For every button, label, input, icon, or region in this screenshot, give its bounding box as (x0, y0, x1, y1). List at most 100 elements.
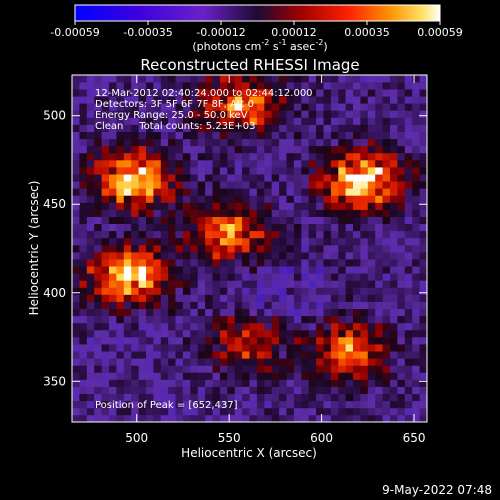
heatmap-cell (286, 103, 295, 111)
heatmap-cell (360, 145, 369, 154)
heatmap-cell (94, 259, 102, 267)
heatmap-cell (212, 103, 221, 111)
heatmap-cell (279, 160, 287, 168)
heatmap-cell (367, 337, 376, 345)
heatmap-cell (249, 393, 258, 402)
heatmap-cell (131, 393, 139, 402)
heatmap-cell (175, 188, 184, 196)
heatmap-cell (205, 110, 213, 118)
heatmap-cell (323, 138, 332, 147)
heatmap-cell (182, 329, 191, 338)
heatmap-cell (249, 82, 258, 90)
heatmap-cell (205, 337, 213, 345)
heatmap-cell (116, 379, 125, 387)
heatmap-cell (219, 365, 228, 373)
heatmap-cell (212, 280, 221, 288)
heatmap-cell (286, 145, 295, 154)
heatmap-cell (345, 351, 354, 359)
heatmap-cell (316, 407, 324, 416)
heatmap-cell (323, 110, 332, 118)
heatmap-cell (330, 280, 339, 288)
heatmap-cell (190, 117, 198, 125)
heatmap-cell (168, 351, 176, 359)
heatmap-cell (190, 308, 198, 317)
heatmap-cell (109, 294, 117, 302)
heatmap-cell (293, 322, 302, 331)
heatmap-cell (72, 145, 80, 154)
heatmap-cell (404, 195, 413, 203)
heatmap-cell (168, 96, 176, 104)
heatmap-cell (116, 131, 125, 140)
heatmap-cell (345, 393, 354, 402)
heatmap-cell (419, 308, 427, 317)
heatmap-cell (360, 160, 369, 168)
heatmap-cell (168, 315, 176, 324)
heatmap-cell (190, 287, 198, 295)
heatmap-cell (256, 245, 265, 253)
heatmap-cell (367, 124, 376, 132)
heatmap-cell (249, 195, 258, 203)
heatmap-cell (353, 414, 361, 422)
heatmap-cell (227, 245, 235, 253)
heatmap-cell (345, 124, 354, 132)
heatmap-cell (146, 145, 154, 154)
heatmap-cell (219, 358, 228, 366)
heatmap-cell (316, 181, 324, 189)
heatmap-cell (79, 138, 88, 147)
heatmap-cell (242, 280, 250, 288)
heatmap-cell (219, 209, 228, 217)
heatmap-cell (412, 273, 420, 281)
heatmap-cell (101, 393, 110, 402)
heatmap-cell (279, 245, 287, 253)
heatmap-cell (72, 152, 80, 161)
heatmap-cell (330, 96, 339, 104)
heatmap-cell (367, 400, 376, 409)
heatmap-cell (301, 322, 309, 331)
heatmap-cell (419, 181, 427, 189)
heatmap-cell (242, 266, 250, 274)
heatmap-cell (146, 259, 154, 267)
heatmap-cell (131, 202, 139, 210)
heatmap-cell (168, 131, 176, 140)
heatmap-cell (286, 252, 295, 260)
heatmap-cell (382, 223, 391, 232)
heatmap-cell (138, 117, 147, 125)
heatmap-cell (227, 237, 235, 246)
heatmap-cell (168, 287, 176, 295)
heatmap-cell (234, 181, 243, 189)
heatmap-cell (316, 82, 324, 90)
heatmap-cell (219, 379, 228, 387)
heatmap-cell (404, 110, 413, 118)
heatmap-cell (345, 237, 354, 246)
heatmap-cell (219, 195, 228, 203)
heatmap-cell (109, 237, 117, 246)
heatmap-cell (101, 407, 110, 416)
heatmap-cell (123, 216, 132, 224)
heatmap-cell (212, 259, 221, 267)
heatmap-cell (279, 188, 287, 196)
heatmap-cell (175, 407, 184, 416)
heatmap-cell (404, 337, 413, 345)
heatmap-cell (279, 230, 287, 239)
footer-date: 9-May-2022 07:48 (382, 483, 492, 497)
heatmap-cell (242, 110, 250, 118)
heatmap-cell (264, 202, 272, 210)
heatmap-cell (242, 337, 250, 345)
heatmap-cell (360, 266, 369, 274)
heatmap-cell (212, 195, 221, 203)
heatmap-cell (242, 273, 250, 281)
heatmap-cell (286, 315, 295, 324)
heatmap-cell (264, 414, 272, 422)
heatmap-cell (123, 145, 132, 154)
heatmap-cell (419, 223, 427, 232)
heatmap-cell (160, 209, 169, 217)
heatmap-cell (131, 280, 139, 288)
heatmap-cell (338, 294, 346, 302)
heatmap-cell (301, 301, 309, 309)
heatmap-cell (116, 329, 125, 338)
heatmap-cell (205, 273, 213, 281)
heatmap-cell (390, 223, 398, 232)
heatmap-cell (138, 273, 147, 281)
heatmap-cell (293, 124, 302, 132)
heatmap-cell (367, 344, 376, 352)
